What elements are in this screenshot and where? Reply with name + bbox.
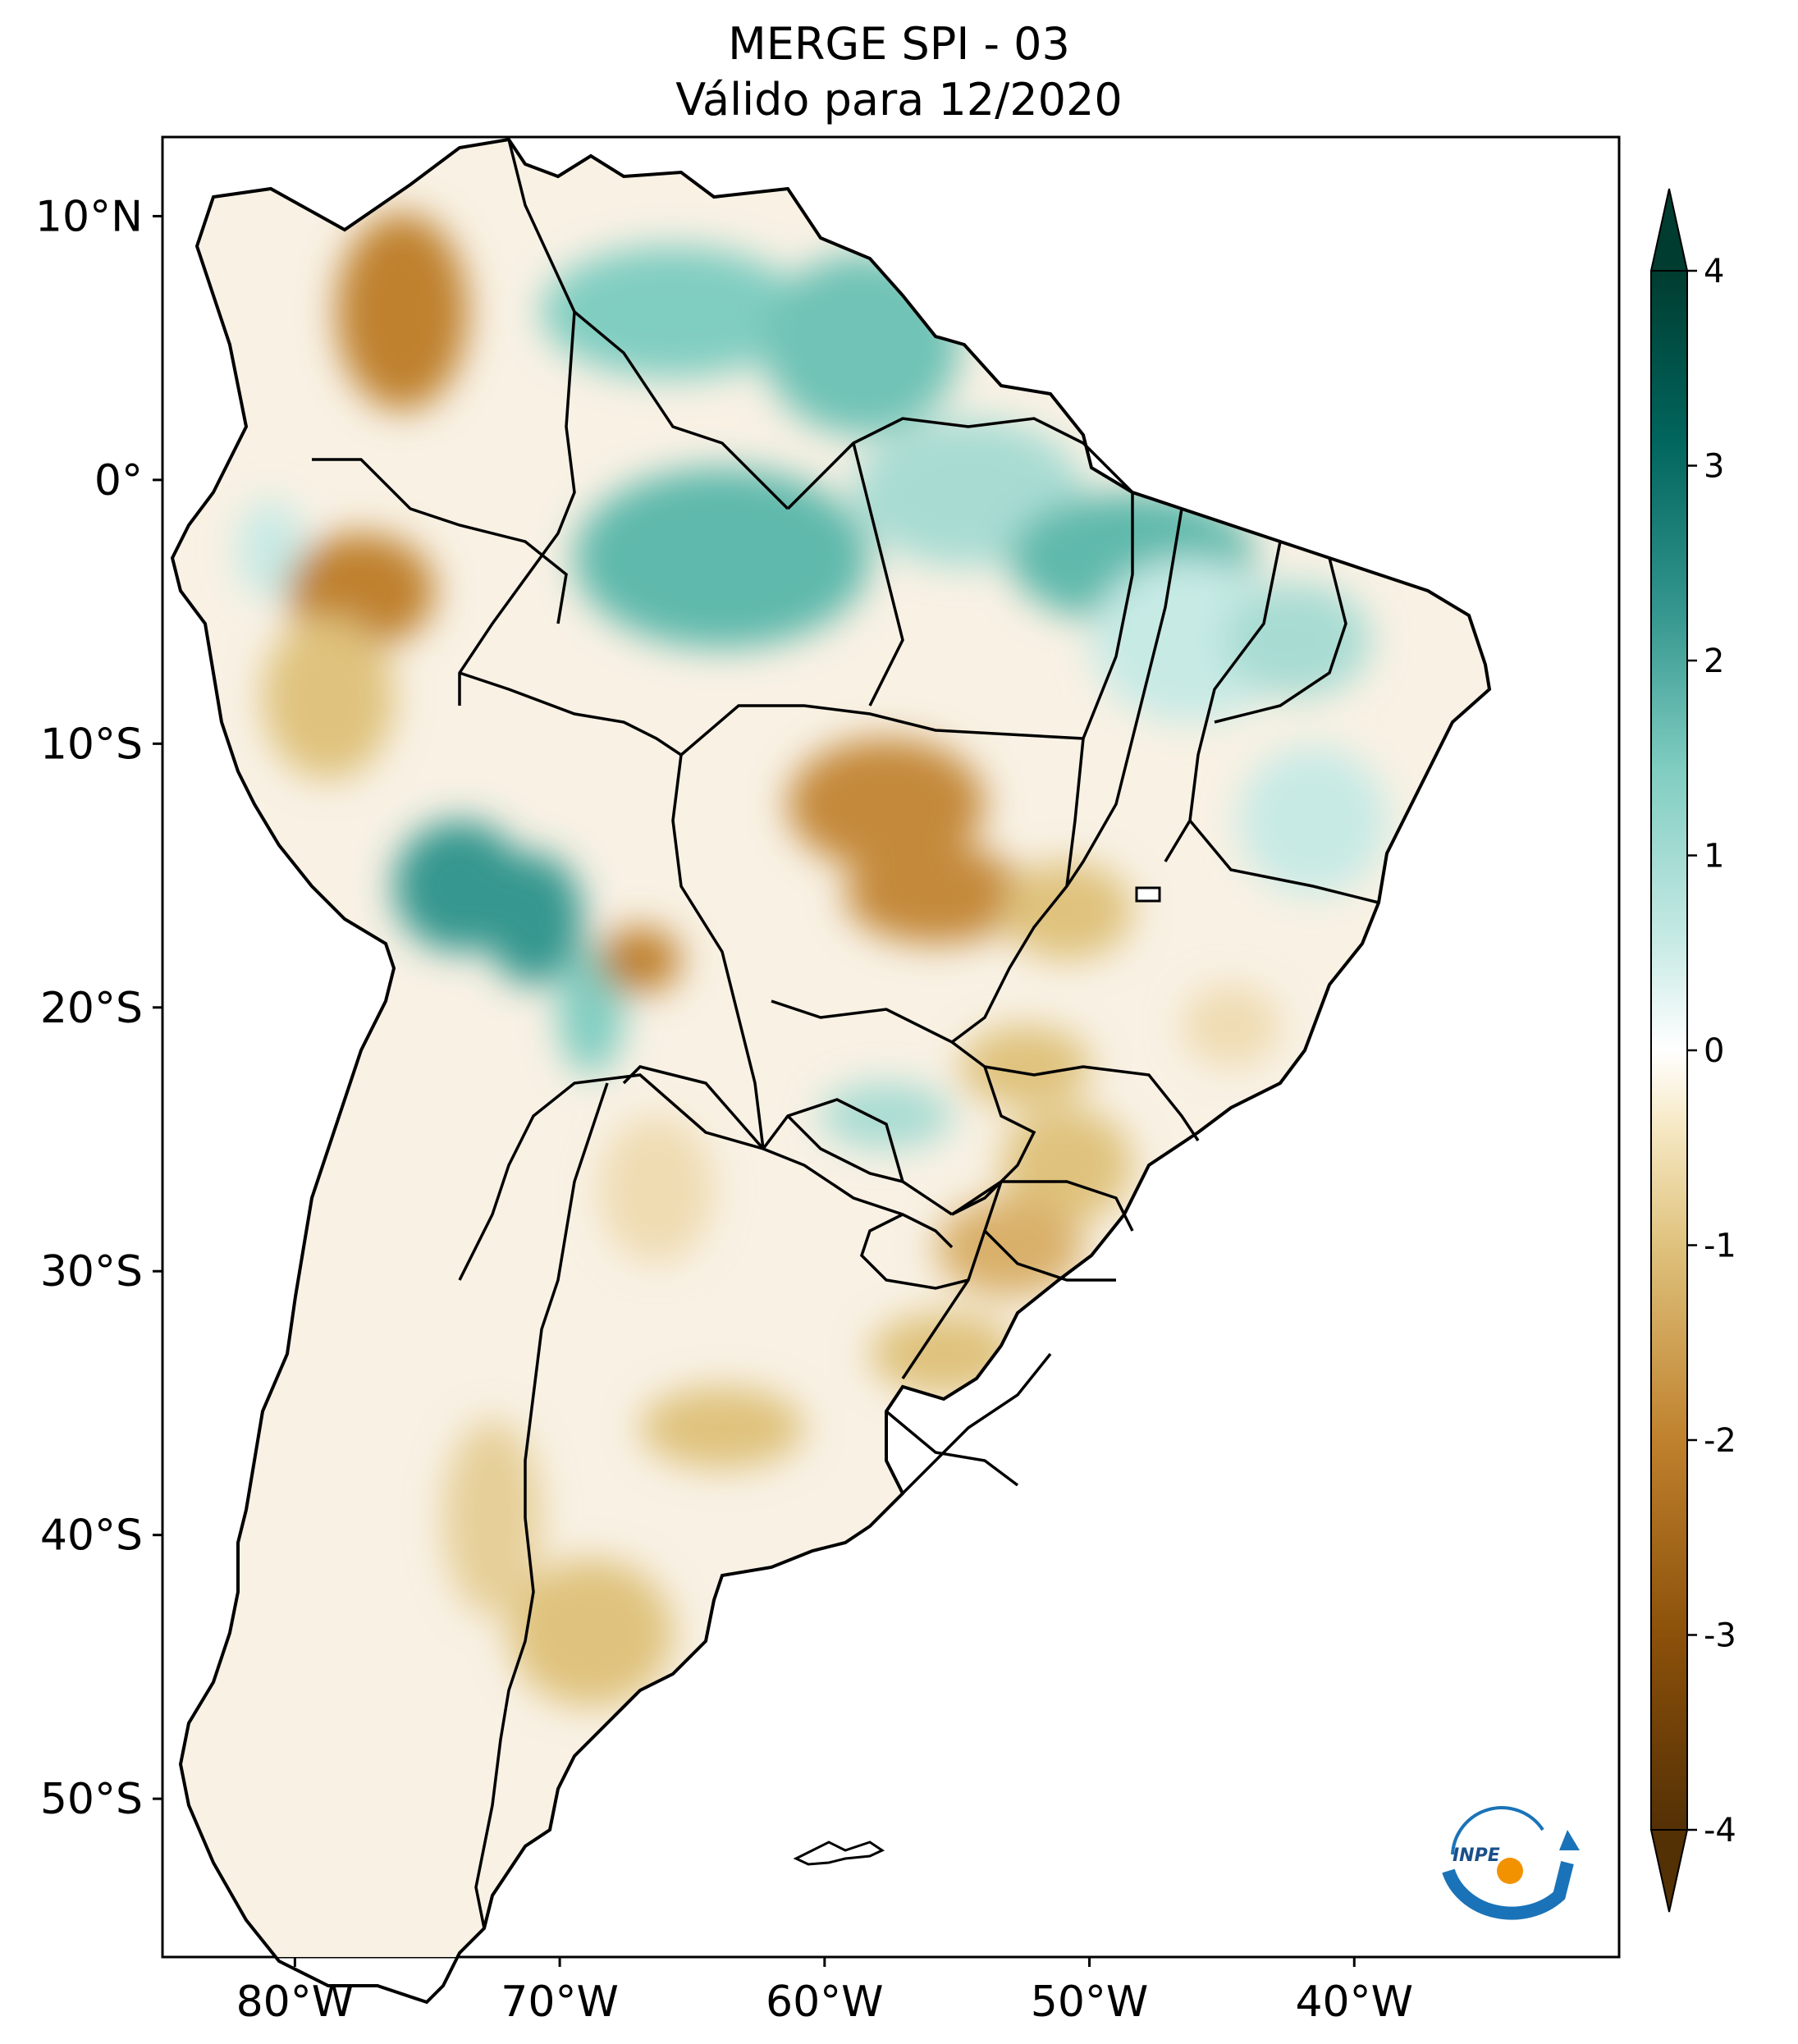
latitude-axis: 10°N 0° 10°S 20°S 30°S 40°S 50°S <box>35 192 162 1824</box>
lon-tick-label: 60°W <box>766 1978 884 2027</box>
colorbar-tick-label: -4 <box>1704 1812 1736 1850</box>
inpe-logo: INPE <box>1442 1806 1580 1920</box>
lon-tick-label: 50°W <box>1031 1978 1149 2027</box>
lat-tick-label: 30°S <box>40 1247 143 1296</box>
lat-tick-label: 20°S <box>40 984 143 1033</box>
colorbar-tick-label: 2 <box>1704 642 1724 680</box>
lat-tick-label: 10°S <box>40 720 143 769</box>
lon-tick-label: 80°W <box>236 1978 355 2027</box>
colorbar-tick-label: -3 <box>1704 1617 1736 1655</box>
map-subtitle: Válido para 12/2020 <box>675 74 1123 126</box>
logo-arrow-icon <box>1559 1830 1580 1850</box>
lat-tick-label: 40°S <box>40 1511 143 1561</box>
colorbar: 4 3 2 1 0 -1 -2 -3 -4 <box>1649 188 1736 1913</box>
lake <box>1135 886 1161 903</box>
lon-tick-label: 70°W <box>501 1978 619 2027</box>
colorbar-gradient <box>1650 270 1688 1831</box>
logo-arc-swoosh <box>1442 1861 1574 1920</box>
lat-tick-label: 50°S <box>40 1775 143 1824</box>
lon-tick-label: 40°W <box>1295 1978 1413 2027</box>
lat-tick-label: 0° <box>94 456 143 505</box>
logo-text: INPE <box>1453 1845 1500 1866</box>
colorbar-tick-label: 1 <box>1704 838 1724 876</box>
colorbar-extend-min <box>1649 1829 1689 1913</box>
logo-dot <box>1497 1858 1523 1884</box>
longitude-axis: 80°W 70°W 60°W 50°W 40°W <box>236 1957 1413 2027</box>
colorbar-tick-label: 4 <box>1704 253 1724 290</box>
colorbar-extend-max <box>1649 188 1689 272</box>
borders <box>312 139 1379 1929</box>
colorbar-tick-label: 0 <box>1704 1032 1724 1070</box>
lat-tick-label: 10°N <box>35 192 143 241</box>
colorbar-tick-label: 3 <box>1704 448 1724 486</box>
falkland-islands <box>793 1841 885 1866</box>
logo-arc-top <box>1451 1806 1544 1855</box>
map-title: MERGE SPI - 03 <box>728 18 1070 70</box>
colorbar-tick-label: -1 <box>1704 1228 1736 1265</box>
colorbar-tick-label: -2 <box>1704 1422 1736 1460</box>
colorbar-ticks: 4 3 2 1 0 -1 -2 -3 -4 <box>1687 253 1736 1850</box>
